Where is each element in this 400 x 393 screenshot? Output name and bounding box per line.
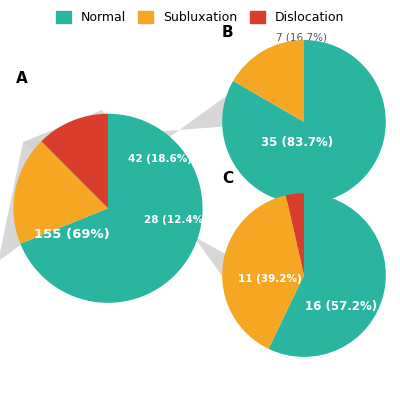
Text: A: A xyxy=(16,70,28,86)
Text: 155 (69%): 155 (69%) xyxy=(34,228,110,241)
Wedge shape xyxy=(222,40,386,204)
Polygon shape xyxy=(23,110,244,306)
Wedge shape xyxy=(41,114,108,208)
Text: 11 (39.2%): 11 (39.2%) xyxy=(238,274,302,284)
Text: 35 (83.7%): 35 (83.7%) xyxy=(261,136,334,149)
Text: 1 (3.6%): 1 (3.6%) xyxy=(276,178,320,188)
Text: 7 (16.7%): 7 (16.7%) xyxy=(276,32,327,42)
Polygon shape xyxy=(0,83,244,261)
Text: C: C xyxy=(222,171,233,186)
Wedge shape xyxy=(14,141,108,244)
Wedge shape xyxy=(268,193,386,357)
Text: 16 (57.2%): 16 (57.2%) xyxy=(305,300,377,313)
Wedge shape xyxy=(20,114,202,303)
Wedge shape xyxy=(286,193,304,275)
Wedge shape xyxy=(233,40,304,122)
Text: 28 (12.4%): 28 (12.4%) xyxy=(144,215,208,225)
Wedge shape xyxy=(222,195,304,349)
Text: 42 (18.6%): 42 (18.6%) xyxy=(128,154,192,164)
Text: B: B xyxy=(222,25,234,40)
Legend: Normal, Subluxation, Dislocation: Normal, Subluxation, Dislocation xyxy=(51,6,349,29)
